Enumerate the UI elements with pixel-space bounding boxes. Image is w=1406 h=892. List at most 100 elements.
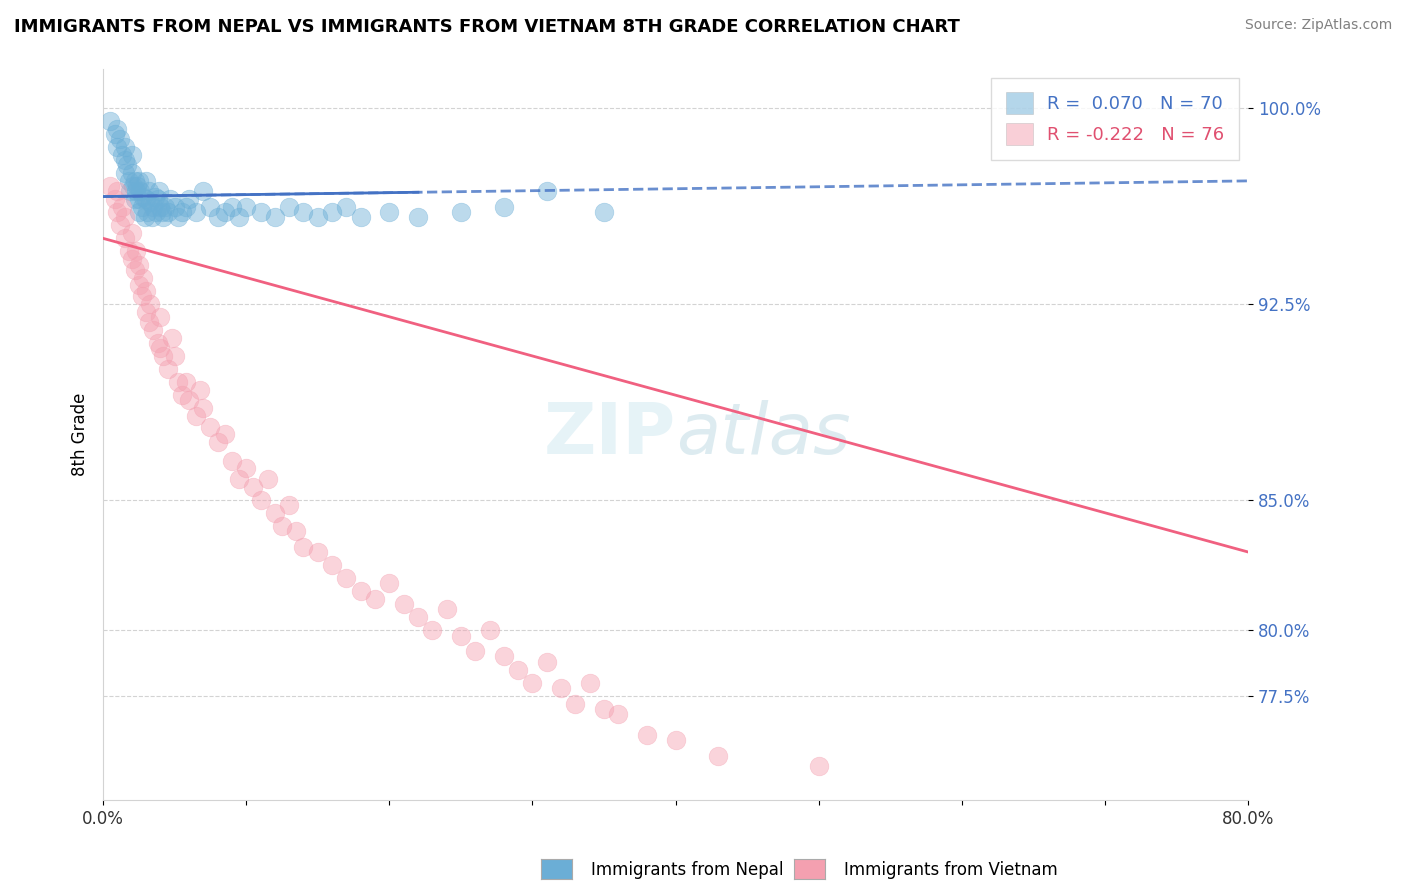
Point xyxy=(256,472,278,486)
Point xyxy=(127,179,149,194)
Point xyxy=(156,362,179,376)
Point xyxy=(593,702,616,716)
Point xyxy=(508,663,530,677)
Point xyxy=(136,205,159,219)
Point xyxy=(114,211,136,225)
Point xyxy=(292,540,315,554)
Y-axis label: 8th Grade: 8th Grade xyxy=(72,392,89,476)
Point xyxy=(160,331,183,345)
Point xyxy=(125,244,148,259)
Point xyxy=(406,610,429,624)
Point xyxy=(163,349,186,363)
Point xyxy=(292,205,315,219)
Point xyxy=(478,624,501,638)
Point xyxy=(152,211,174,225)
Point xyxy=(193,185,215,199)
Point xyxy=(131,200,153,214)
Point xyxy=(110,132,132,146)
Point xyxy=(139,194,162,209)
Point xyxy=(221,453,243,467)
Point xyxy=(135,192,157,206)
Point xyxy=(145,205,167,219)
Point xyxy=(114,153,136,167)
Point xyxy=(131,289,153,303)
Point xyxy=(142,323,165,337)
Point xyxy=(307,545,329,559)
Point xyxy=(174,200,197,214)
Point xyxy=(163,200,186,214)
Point xyxy=(129,185,152,199)
Point xyxy=(207,435,229,450)
Point xyxy=(152,349,174,363)
Point xyxy=(235,200,257,214)
Point xyxy=(98,113,121,128)
Point xyxy=(135,284,157,298)
Point xyxy=(134,211,156,225)
Point xyxy=(193,401,215,416)
Point xyxy=(420,624,443,638)
Point xyxy=(159,192,181,206)
Point xyxy=(450,629,472,643)
Point xyxy=(118,244,141,259)
Point xyxy=(166,375,188,389)
Point xyxy=(128,258,150,272)
Point xyxy=(128,205,150,219)
Point xyxy=(146,192,169,206)
Point xyxy=(128,174,150,188)
Point xyxy=(664,733,686,747)
Point xyxy=(177,192,200,206)
Point xyxy=(392,597,415,611)
Point xyxy=(221,200,243,214)
Point xyxy=(170,388,193,402)
Point xyxy=(135,304,157,318)
Point xyxy=(121,252,143,267)
Point xyxy=(364,592,387,607)
Point xyxy=(125,185,148,199)
Point xyxy=(121,166,143,180)
Point xyxy=(174,375,197,389)
Point xyxy=(124,262,146,277)
Point xyxy=(707,748,730,763)
Point xyxy=(135,174,157,188)
Point xyxy=(114,231,136,245)
Point xyxy=(107,185,129,199)
Point xyxy=(249,205,271,219)
Point xyxy=(190,383,212,397)
Point xyxy=(107,121,129,136)
Point xyxy=(149,200,172,214)
Point xyxy=(132,270,155,285)
Point xyxy=(98,179,121,194)
Point xyxy=(143,189,166,203)
Point xyxy=(235,461,257,475)
Point xyxy=(149,341,172,355)
Point xyxy=(436,602,458,616)
Text: ZIP: ZIP xyxy=(543,400,675,469)
Point xyxy=(124,192,146,206)
Point xyxy=(321,558,343,572)
Text: atlas: atlas xyxy=(675,400,851,469)
Point xyxy=(636,728,658,742)
Point xyxy=(103,192,125,206)
Point xyxy=(278,498,301,512)
Point xyxy=(111,200,134,214)
Point xyxy=(121,147,143,161)
Point xyxy=(228,472,250,486)
Point xyxy=(564,697,586,711)
Point xyxy=(186,409,208,423)
Point xyxy=(138,315,160,329)
Point xyxy=(492,649,515,664)
Point xyxy=(118,174,141,188)
Point xyxy=(578,675,600,690)
Point xyxy=(146,335,169,350)
Point xyxy=(378,576,401,591)
Point xyxy=(149,310,172,324)
Point xyxy=(132,189,155,203)
Point xyxy=(214,205,236,219)
Point xyxy=(141,211,163,225)
Point xyxy=(263,506,285,520)
Point xyxy=(536,655,558,669)
Point xyxy=(107,140,129,154)
Point xyxy=(550,681,572,695)
Point xyxy=(114,140,136,154)
Point xyxy=(142,200,165,214)
